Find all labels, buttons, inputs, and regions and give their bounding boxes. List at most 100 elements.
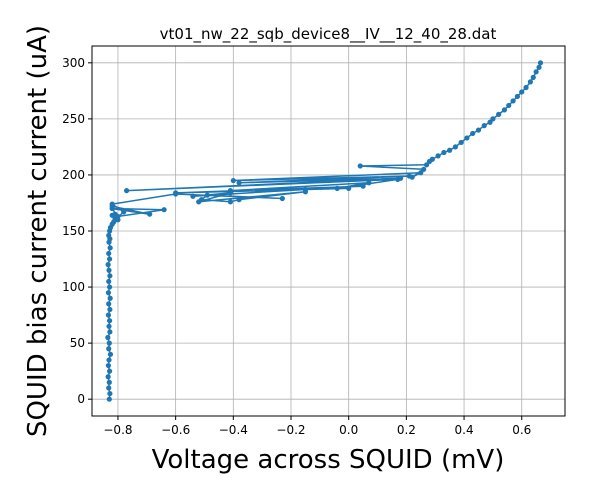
- y-tick-label: 250: [62, 112, 85, 126]
- data-point: [441, 149, 447, 156]
- data-series: [105, 60, 544, 402]
- data-point: [366, 180, 372, 186]
- data-point: [533, 69, 539, 75]
- data-point: [302, 186, 309, 193]
- x-tick-label: −0.4: [219, 423, 248, 437]
- y-tick-label: 150: [62, 224, 85, 238]
- data-point: [106, 232, 112, 239]
- data-point: [230, 177, 236, 184]
- data-point: [106, 340, 112, 346]
- data-point: [279, 195, 285, 202]
- data-point: [106, 284, 113, 290]
- data-point: [398, 175, 404, 181]
- y-tick-label: 300: [62, 56, 85, 70]
- data-point: [115, 213, 121, 220]
- x-tick-label: −0.6: [161, 423, 190, 437]
- data-point: [105, 262, 111, 268]
- y-tick-label: 0: [77, 392, 85, 406]
- data-point: [107, 306, 113, 313]
- data-point: [106, 301, 112, 307]
- data-point: [190, 193, 196, 199]
- data-point: [107, 351, 114, 357]
- data-point: [464, 135, 470, 141]
- y-tick-label: 200: [62, 168, 85, 182]
- data-point: [105, 290, 112, 296]
- data-point: [105, 312, 112, 318]
- data-point: [447, 147, 453, 153]
- data-point: [421, 166, 427, 172]
- data-point: [121, 209, 127, 215]
- data-point: [357, 163, 363, 169]
- data-point: [423, 162, 430, 168]
- data-point: [106, 250, 112, 257]
- data-point: [519, 89, 525, 95]
- x-tick-label: 0.4: [455, 423, 474, 437]
- data-point: [514, 93, 521, 100]
- grid-lines: [92, 46, 565, 416]
- x-axis-label: Voltage across SQUID (mV): [152, 445, 505, 475]
- data-point: [360, 183, 366, 189]
- data-point: [496, 111, 502, 117]
- x-tick-label: 0.2: [397, 423, 416, 437]
- data-point: [196, 199, 202, 205]
- x-tick-label: −0.2: [276, 423, 305, 437]
- data-point: [475, 127, 482, 133]
- data-point: [481, 123, 487, 129]
- data-point: [112, 217, 118, 223]
- y-axis-label: SQUID bias current current (uA): [23, 25, 53, 437]
- data-point: [173, 190, 179, 196]
- data-point: [334, 185, 340, 191]
- data-point: [487, 119, 493, 125]
- series-line: [107, 62, 542, 400]
- data-point: [236, 197, 242, 203]
- data-point: [527, 79, 533, 85]
- y-axis-ticks: 0 50 100 150 200 250 300: [62, 56, 92, 406]
- data-point: [106, 278, 112, 285]
- data-point: [106, 267, 112, 273]
- data-point: [409, 174, 415, 180]
- x-axis-ticks: −0.8 −0.6 −0.4 −0.2 0.0 0.2 0.4 0.6: [103, 416, 531, 437]
- data-point: [227, 188, 234, 194]
- data-point: [107, 245, 113, 251]
- data-point: [106, 396, 112, 402]
- data-point: [106, 323, 112, 329]
- x-tick-label: 0.6: [512, 423, 531, 437]
- data-point: [106, 379, 112, 385]
- data-point: [429, 156, 435, 162]
- data-point: [107, 390, 113, 397]
- data-point: [435, 153, 441, 159]
- data-point: [106, 385, 112, 391]
- data-point: [204, 192, 210, 198]
- y-tick-label: 100: [62, 280, 85, 294]
- data-point: [107, 295, 113, 301]
- data-point: [105, 334, 111, 341]
- x-tick-label: −0.8: [103, 423, 132, 437]
- data-point: [106, 256, 113, 262]
- data-point: [236, 180, 242, 186]
- data-point: [106, 318, 113, 324]
- data-point: [106, 357, 112, 363]
- data-point: [523, 84, 529, 91]
- data-point: [147, 211, 153, 217]
- data-point: [418, 170, 424, 176]
- data-point: [106, 346, 112, 352]
- data-point: [109, 205, 115, 212]
- data-point: [107, 329, 113, 335]
- data-point: [161, 207, 167, 213]
- y-tick-label: 50: [70, 336, 85, 350]
- data-point: [124, 188, 130, 194]
- data-point: [530, 74, 536, 80]
- data-point: [346, 185, 352, 191]
- x-tick-label: 0.0: [339, 423, 358, 437]
- data-point: [105, 362, 112, 369]
- data-point: [470, 130, 476, 137]
- data-point: [105, 374, 111, 380]
- data-point: [501, 107, 508, 113]
- data-point: [106, 368, 113, 374]
- data-point: [537, 60, 544, 66]
- data-point: [107, 273, 113, 279]
- data-point: [510, 98, 516, 104]
- data-point: [109, 201, 115, 207]
